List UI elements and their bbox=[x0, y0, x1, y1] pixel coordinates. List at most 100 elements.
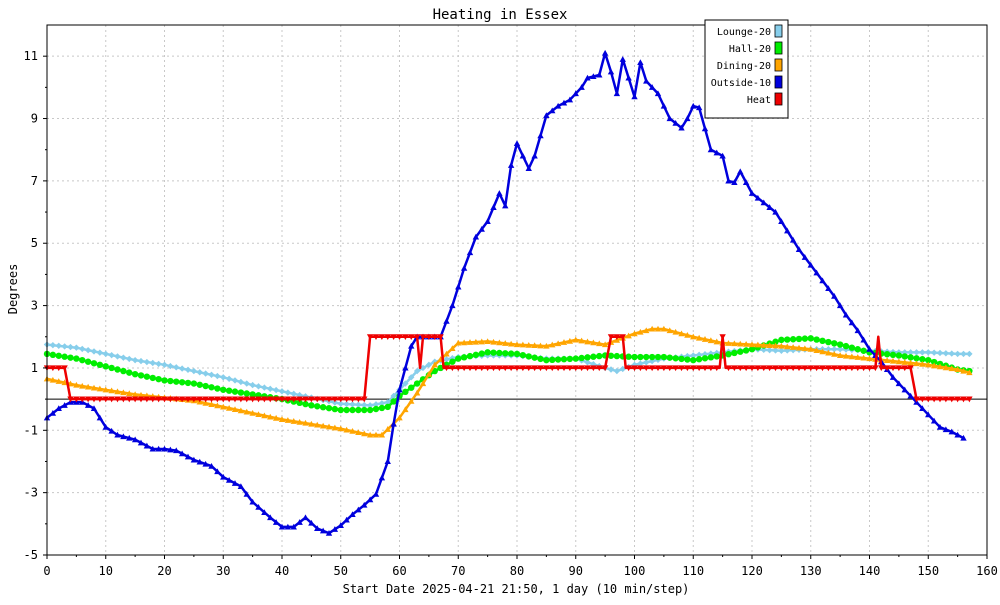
hall-20-point bbox=[572, 355, 579, 362]
dining-20-point bbox=[478, 338, 485, 345]
outside-10-point bbox=[725, 177, 732, 184]
hall-20-point bbox=[108, 364, 115, 372]
dining-20-point bbox=[237, 407, 245, 414]
dining-20-point bbox=[742, 341, 750, 347]
heat-point bbox=[596, 365, 603, 372]
lounge-20-point bbox=[114, 353, 121, 360]
outside-10-point bbox=[748, 190, 756, 196]
dining-20-point bbox=[472, 338, 480, 345]
hall-20-point bbox=[789, 336, 797, 343]
heat-point bbox=[466, 365, 474, 372]
outside-10-point bbox=[55, 405, 62, 412]
heat-point bbox=[848, 365, 856, 372]
legend-swatch bbox=[774, 58, 783, 72]
outside-10-point bbox=[925, 411, 932, 418]
outside-10-point bbox=[619, 56, 626, 62]
y-tick-label: -1 bbox=[24, 423, 38, 437]
outside-10-point bbox=[795, 246, 803, 253]
heat-point bbox=[460, 365, 468, 372]
lounge-20-point bbox=[290, 390, 297, 398]
outside-10-point bbox=[184, 453, 192, 460]
outside-10-point bbox=[560, 99, 568, 106]
hall-20-point bbox=[549, 356, 556, 364]
heat-point bbox=[566, 365, 574, 372]
heat-point bbox=[901, 365, 908, 372]
y-tick-label: 7 bbox=[31, 174, 38, 188]
dining-20-point bbox=[772, 342, 779, 349]
heat-point bbox=[543, 365, 550, 372]
x-axis-label: Start Date 2025-04-21 21:50, 1 day (10 m… bbox=[343, 582, 690, 596]
outside-10-point bbox=[907, 392, 914, 399]
lounge-20-point bbox=[278, 388, 286, 395]
dining-20-point bbox=[801, 345, 809, 352]
heat-point bbox=[349, 396, 356, 403]
outside-10-point bbox=[960, 434, 967, 441]
hall-20-point bbox=[449, 358, 456, 365]
outside-10-point bbox=[813, 269, 820, 276]
heat-point bbox=[155, 396, 162, 403]
heat-point bbox=[731, 365, 738, 372]
dining-20-point bbox=[648, 325, 656, 332]
dining-20-point bbox=[443, 350, 450, 357]
heat-point bbox=[419, 334, 427, 340]
heat-point bbox=[161, 396, 168, 403]
heat-point bbox=[184, 396, 192, 403]
lounge-20-point bbox=[126, 355, 133, 363]
hall-20-point bbox=[413, 380, 421, 387]
x-tick-label: 80 bbox=[510, 564, 524, 578]
outside-10-point bbox=[525, 165, 532, 171]
heat-point bbox=[601, 365, 609, 372]
heat-point bbox=[831, 365, 838, 372]
dining-20-point bbox=[73, 381, 80, 388]
x-tick-label: 150 bbox=[917, 564, 939, 578]
outside-10-point bbox=[249, 498, 256, 505]
x-tick-label: 10 bbox=[99, 564, 113, 578]
dining-20-point bbox=[484, 338, 491, 345]
outside-10-point bbox=[372, 491, 380, 497]
lounge-20-point bbox=[942, 350, 950, 357]
legend-swatch bbox=[774, 75, 783, 89]
hall-20-point bbox=[695, 356, 703, 363]
dining-20-point bbox=[378, 431, 386, 438]
dining-20-point bbox=[654, 325, 662, 332]
legend-swatch bbox=[774, 24, 783, 38]
dining-20-point bbox=[296, 418, 303, 425]
lounge-20-point bbox=[249, 381, 256, 389]
outside-10-point bbox=[678, 124, 685, 131]
outside-10-point bbox=[278, 523, 286, 530]
heat-point bbox=[366, 334, 374, 340]
hall-20-point bbox=[731, 349, 738, 357]
outside-10-point bbox=[220, 473, 227, 480]
heat-point bbox=[137, 396, 145, 403]
outside-10-point bbox=[784, 227, 791, 234]
outside-10-point bbox=[484, 218, 491, 224]
lounge-20-point bbox=[930, 349, 938, 356]
heat-point bbox=[660, 365, 668, 372]
hall-20-point bbox=[355, 406, 362, 414]
hall-20-point bbox=[713, 353, 720, 360]
heat-point bbox=[578, 365, 585, 372]
lounge-20-point bbox=[378, 400, 386, 407]
heat-point bbox=[919, 396, 926, 403]
heat-point bbox=[619, 334, 626, 340]
heat-point bbox=[572, 365, 579, 372]
dining-20-point bbox=[55, 378, 62, 384]
outside-10-point bbox=[737, 168, 744, 175]
series-outside-10 bbox=[43, 49, 967, 536]
dining-20-point bbox=[114, 388, 121, 395]
dining-20-point bbox=[408, 397, 415, 404]
outside-10-point bbox=[566, 96, 574, 103]
heat-point bbox=[766, 365, 773, 372]
heat-point bbox=[102, 396, 109, 403]
y-tick-label: -3 bbox=[24, 486, 38, 500]
dining-20-point bbox=[819, 348, 826, 355]
hall-20-point bbox=[672, 355, 679, 362]
outside-10-point bbox=[819, 277, 826, 284]
series-heat bbox=[43, 334, 973, 403]
heat-point bbox=[108, 396, 115, 403]
x-tick-label: 70 bbox=[451, 564, 465, 578]
hall-20-point bbox=[666, 354, 673, 361]
heat-point bbox=[272, 396, 280, 403]
hall-20-point bbox=[114, 366, 121, 373]
heat-point bbox=[907, 365, 914, 372]
